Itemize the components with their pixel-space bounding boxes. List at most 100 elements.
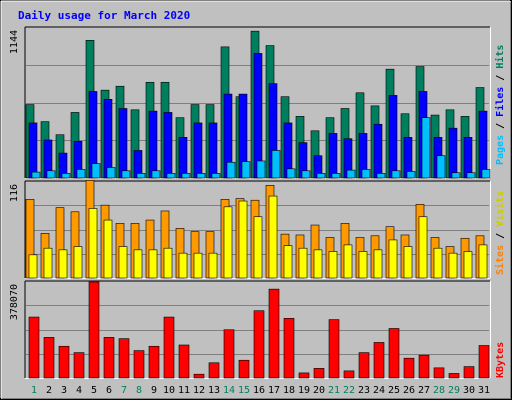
x-tick-label: 25 [388,385,400,396]
chart-title: Daily usage for March 2020 [18,9,190,22]
bar-pages [301,170,311,179]
legend-entry: / [495,117,506,135]
x-tick-label: 29 [448,385,460,396]
legend-entry: KBytes [495,342,506,378]
bar-kbytes [208,362,220,379]
bar-sites [43,247,53,279]
x-tick-label: 12 [193,385,205,396]
bar-files [328,133,338,179]
x-tick-label: 3 [61,385,67,396]
bar-pages [181,173,191,179]
bar-pages [406,171,416,179]
bar-sites [88,208,98,279]
bar-kbytes [403,357,415,379]
bar-kbytes [58,345,70,379]
bar-kbytes [373,342,385,379]
legend-entry: Sites [494,245,506,275]
bar-files [28,122,38,179]
bar-kbytes [268,288,280,379]
bar-sites [208,252,218,279]
bar-pages [151,170,161,179]
bar-sites [478,244,488,279]
bar-files [373,123,383,179]
bar-pages [451,172,461,179]
x-tick-label: 4 [76,385,82,396]
bar-kbytes [133,350,145,379]
bar-kbytes [433,367,445,379]
bar-pages [466,172,476,179]
bar-files [463,137,473,179]
bar-pages [31,171,41,179]
bar-pages [376,173,386,179]
bar-pages [286,168,296,179]
bar-kbytes [28,316,40,379]
bar-sites [268,195,278,279]
bar-sites [163,247,173,279]
bar-sites [133,249,143,279]
bar-pages [421,117,431,179]
x-tick-label: 20 [313,385,325,396]
x-tick-label: 27 [418,385,430,396]
bar-sites [403,246,413,279]
bar-files [388,95,398,179]
bar-sites [178,252,188,279]
bar-kbytes [223,329,235,379]
bar-pages [241,161,251,179]
x-tick-label: 19 [298,385,310,396]
bar-files [208,122,218,179]
bar-pages [106,167,116,179]
bar-kbytes [478,345,490,379]
y-axis-max-label: 1144 [9,30,20,54]
legend: KBytes [495,342,506,378]
bar-files [478,110,488,179]
bar-sites [358,251,368,279]
bar-kbytes [43,337,55,379]
bar-pages [196,173,206,179]
bar-pages [331,173,341,179]
bar-sites [448,252,458,279]
x-tick-label: 5 [91,385,97,396]
bar-pages [226,161,236,179]
bar-files [103,99,113,179]
bar-kbytes [238,359,250,379]
bar-sites [253,216,263,279]
legend-entry: / [495,69,506,87]
bar-files [148,110,158,179]
bar-kbytes [148,345,160,379]
bar-sites [238,200,248,279]
x-tick-label: 14 [223,385,235,396]
y-axis-max-label: 116 [9,184,20,202]
bar-sites [58,249,68,279]
bar-sites [223,206,233,279]
bar-sites [148,249,158,279]
bar-kbytes [103,337,115,379]
bar-kbytes [358,352,370,379]
bar-kbytes [463,366,475,379]
bar-kbytes [73,352,85,379]
bar-sites [193,252,203,279]
legend-entry: Files [494,87,506,117]
bar-kbytes [88,281,100,379]
x-tick-label: 10 [163,385,175,396]
x-tick-label: 13 [208,385,220,396]
x-tick-label: 1 [31,385,37,396]
bar-pages [61,173,71,179]
bar-kbytes [388,328,400,379]
bar-files [118,108,128,179]
x-tick-label: 30 [463,385,475,396]
legend-entry: Pages [495,135,506,165]
x-tick-label: 7 [121,385,127,396]
bar-kbytes [298,372,310,379]
bar-sites [298,247,308,279]
bar-kbytes [253,310,265,379]
x-tick-label: 6 [106,385,112,396]
x-tick-label: 21 [328,385,340,396]
bar-pages [121,170,131,179]
bar-pages [91,163,101,179]
x-tick-label: 31 [478,385,490,396]
bar-sites [73,246,83,279]
bar-sites [418,216,428,279]
bar-pages [481,169,491,179]
bar-kbytes [448,373,460,379]
